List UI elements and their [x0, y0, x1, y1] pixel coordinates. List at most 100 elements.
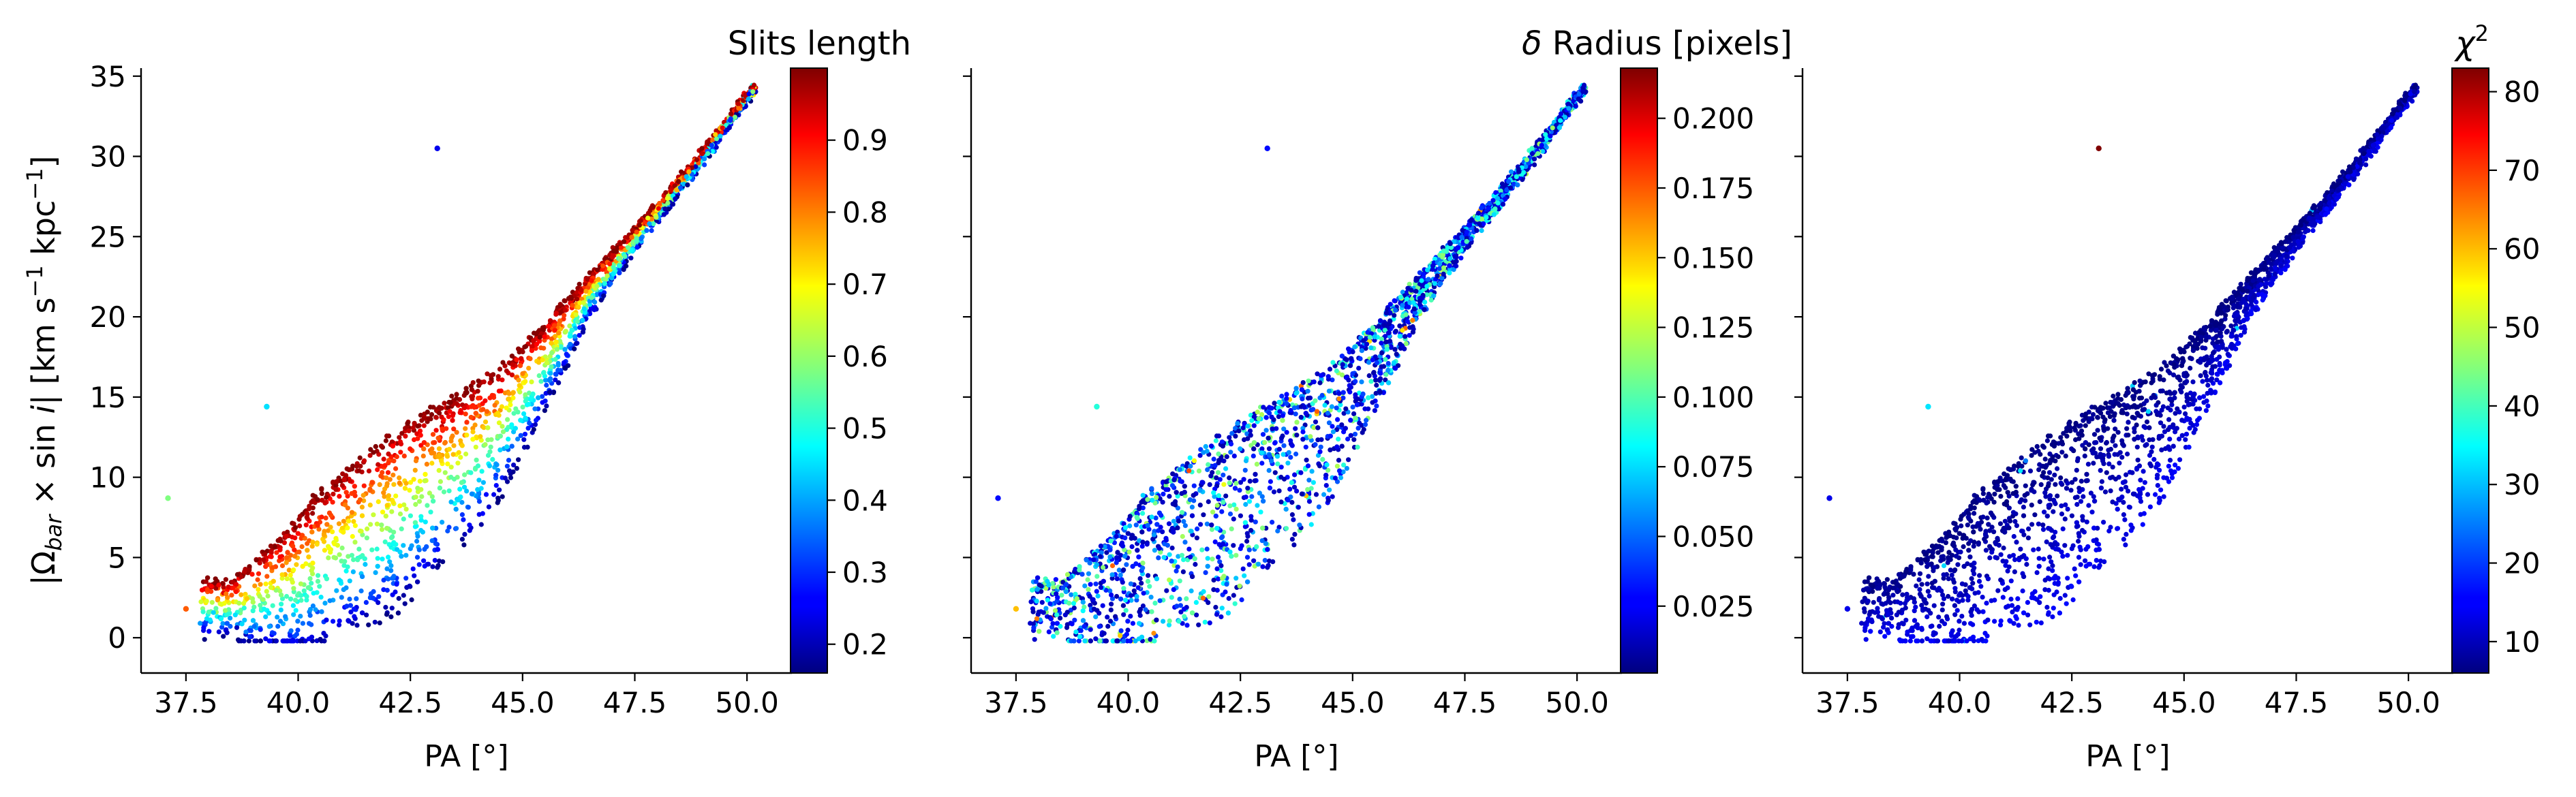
data-point	[456, 450, 461, 455]
data-point	[1243, 458, 1249, 464]
data-point	[401, 516, 406, 522]
data-point	[1581, 82, 1587, 88]
data-point	[1325, 467, 1331, 473]
data-point	[479, 469, 485, 474]
data-point	[473, 411, 478, 416]
data-point	[1255, 503, 1260, 508]
data-point	[1195, 526, 1200, 532]
data-point	[1322, 403, 1328, 408]
data-point	[476, 395, 481, 401]
data-point	[1166, 521, 1172, 527]
data-point	[1214, 566, 1220, 572]
data-point	[505, 417, 510, 422]
data-point	[1082, 583, 1088, 589]
data-point	[1330, 494, 1335, 499]
data-point	[230, 585, 236, 591]
ylabel-units: | [km s	[25, 298, 63, 405]
data-point	[382, 463, 388, 468]
data-point	[470, 426, 476, 431]
data-point	[360, 610, 365, 616]
data-point	[415, 486, 420, 491]
data-point	[266, 610, 272, 616]
data-point	[1198, 522, 1203, 527]
data-point	[1325, 411, 1330, 416]
data-point	[661, 212, 666, 217]
data-point	[251, 604, 257, 610]
data-point	[455, 497, 461, 503]
data-point	[431, 499, 436, 504]
data-point	[451, 476, 457, 482]
data-point	[285, 638, 290, 644]
data-point	[363, 599, 369, 606]
data-point	[454, 396, 459, 401]
data-point	[1231, 502, 1237, 507]
data-point	[610, 252, 616, 257]
data-point	[1180, 533, 1185, 540]
data-point	[352, 490, 357, 495]
data-point	[279, 601, 284, 607]
data-point	[1278, 499, 1284, 505]
data-point	[330, 529, 335, 535]
data-point	[510, 362, 515, 367]
data-point	[1146, 573, 1151, 578]
ylabel-kpc: kpc	[25, 200, 62, 266]
data-point	[1231, 543, 1236, 548]
data-point	[293, 608, 298, 613]
data-point	[489, 437, 494, 442]
data-point	[1308, 434, 1313, 439]
data-point	[1306, 395, 1311, 401]
data-point	[412, 573, 417, 578]
data-point	[328, 525, 333, 530]
data-point	[1330, 429, 1336, 435]
data-point	[517, 389, 523, 395]
data-point	[540, 370, 547, 376]
data-point	[419, 494, 425, 499]
data-point	[523, 416, 528, 421]
data-point	[384, 433, 390, 439]
data-point	[1300, 429, 1306, 435]
outlier-point	[264, 403, 270, 410]
data-point	[531, 338, 536, 343]
data-point	[538, 379, 544, 384]
data-point	[1233, 480, 1239, 486]
data-point	[555, 360, 561, 366]
data-point	[292, 535, 298, 541]
data-point	[574, 319, 580, 324]
data-point	[389, 509, 395, 514]
data-point	[587, 270, 593, 275]
data-point	[1280, 413, 1285, 418]
data-point	[1219, 606, 1225, 611]
data-point	[257, 593, 262, 599]
data-point	[310, 511, 316, 516]
data-point	[243, 567, 248, 572]
data-point	[1402, 334, 1408, 339]
data-point	[1128, 581, 1133, 587]
data-point	[496, 388, 502, 394]
data-point	[415, 579, 420, 584]
data-point	[223, 577, 228, 582]
data-point	[436, 446, 442, 452]
data-point	[1284, 396, 1289, 401]
data-point	[563, 328, 568, 334]
data-point	[310, 561, 316, 566]
data-point	[536, 360, 542, 365]
data-point	[1216, 576, 1221, 582]
data-point	[201, 625, 206, 631]
data-point	[1046, 629, 1052, 635]
data-point	[211, 610, 216, 615]
data-point	[347, 467, 353, 472]
data-point	[542, 337, 547, 343]
data-point	[1188, 463, 1193, 469]
data-point	[365, 526, 370, 532]
data-point	[644, 228, 649, 233]
data-point	[1334, 463, 1340, 469]
data-point	[217, 601, 223, 606]
data-point	[532, 406, 538, 411]
data-point	[476, 499, 482, 504]
data-point	[1361, 426, 1366, 433]
data-point	[349, 510, 355, 515]
data-point	[234, 625, 240, 630]
data-point	[1249, 418, 1255, 423]
data-point	[278, 607, 283, 613]
data-point	[1186, 546, 1192, 552]
